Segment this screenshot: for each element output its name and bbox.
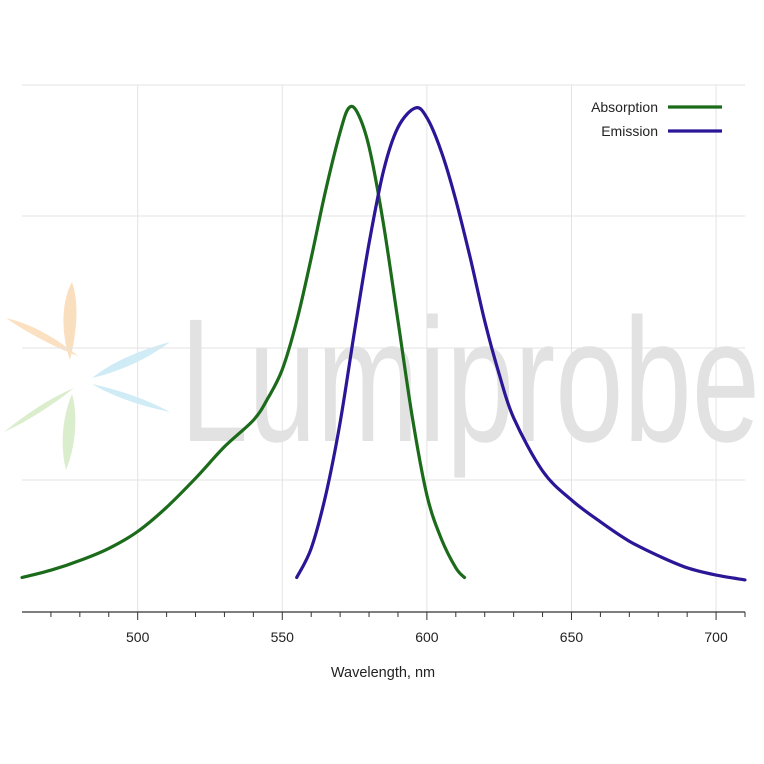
watermark-text: Lumiprobe — [180, 283, 760, 479]
series-group — [20, 104, 747, 582]
x-tick-label: 650 — [560, 629, 584, 645]
x-tick-label: 700 — [704, 629, 728, 645]
x-tick-label: 550 — [271, 629, 295, 645]
series-line-absorption — [20, 104, 467, 580]
x-axis: 500 550 600 650 700 — [22, 611, 746, 645]
legend: Absorption Emission — [591, 99, 722, 139]
series-line-emission — [295, 106, 747, 582]
x-axis-title: Wavelength, nm — [331, 665, 435, 681]
watermark-star-icon — [4, 282, 170, 470]
legend-label: Absorption — [591, 99, 658, 115]
x-tick-label: 500 — [126, 629, 150, 645]
watermark-logo: Lumiprobe — [4, 282, 760, 479]
x-tick-label: 600 — [415, 629, 439, 645]
legend-label: Emission — [601, 123, 658, 139]
grid-lines — [22, 84, 745, 612]
